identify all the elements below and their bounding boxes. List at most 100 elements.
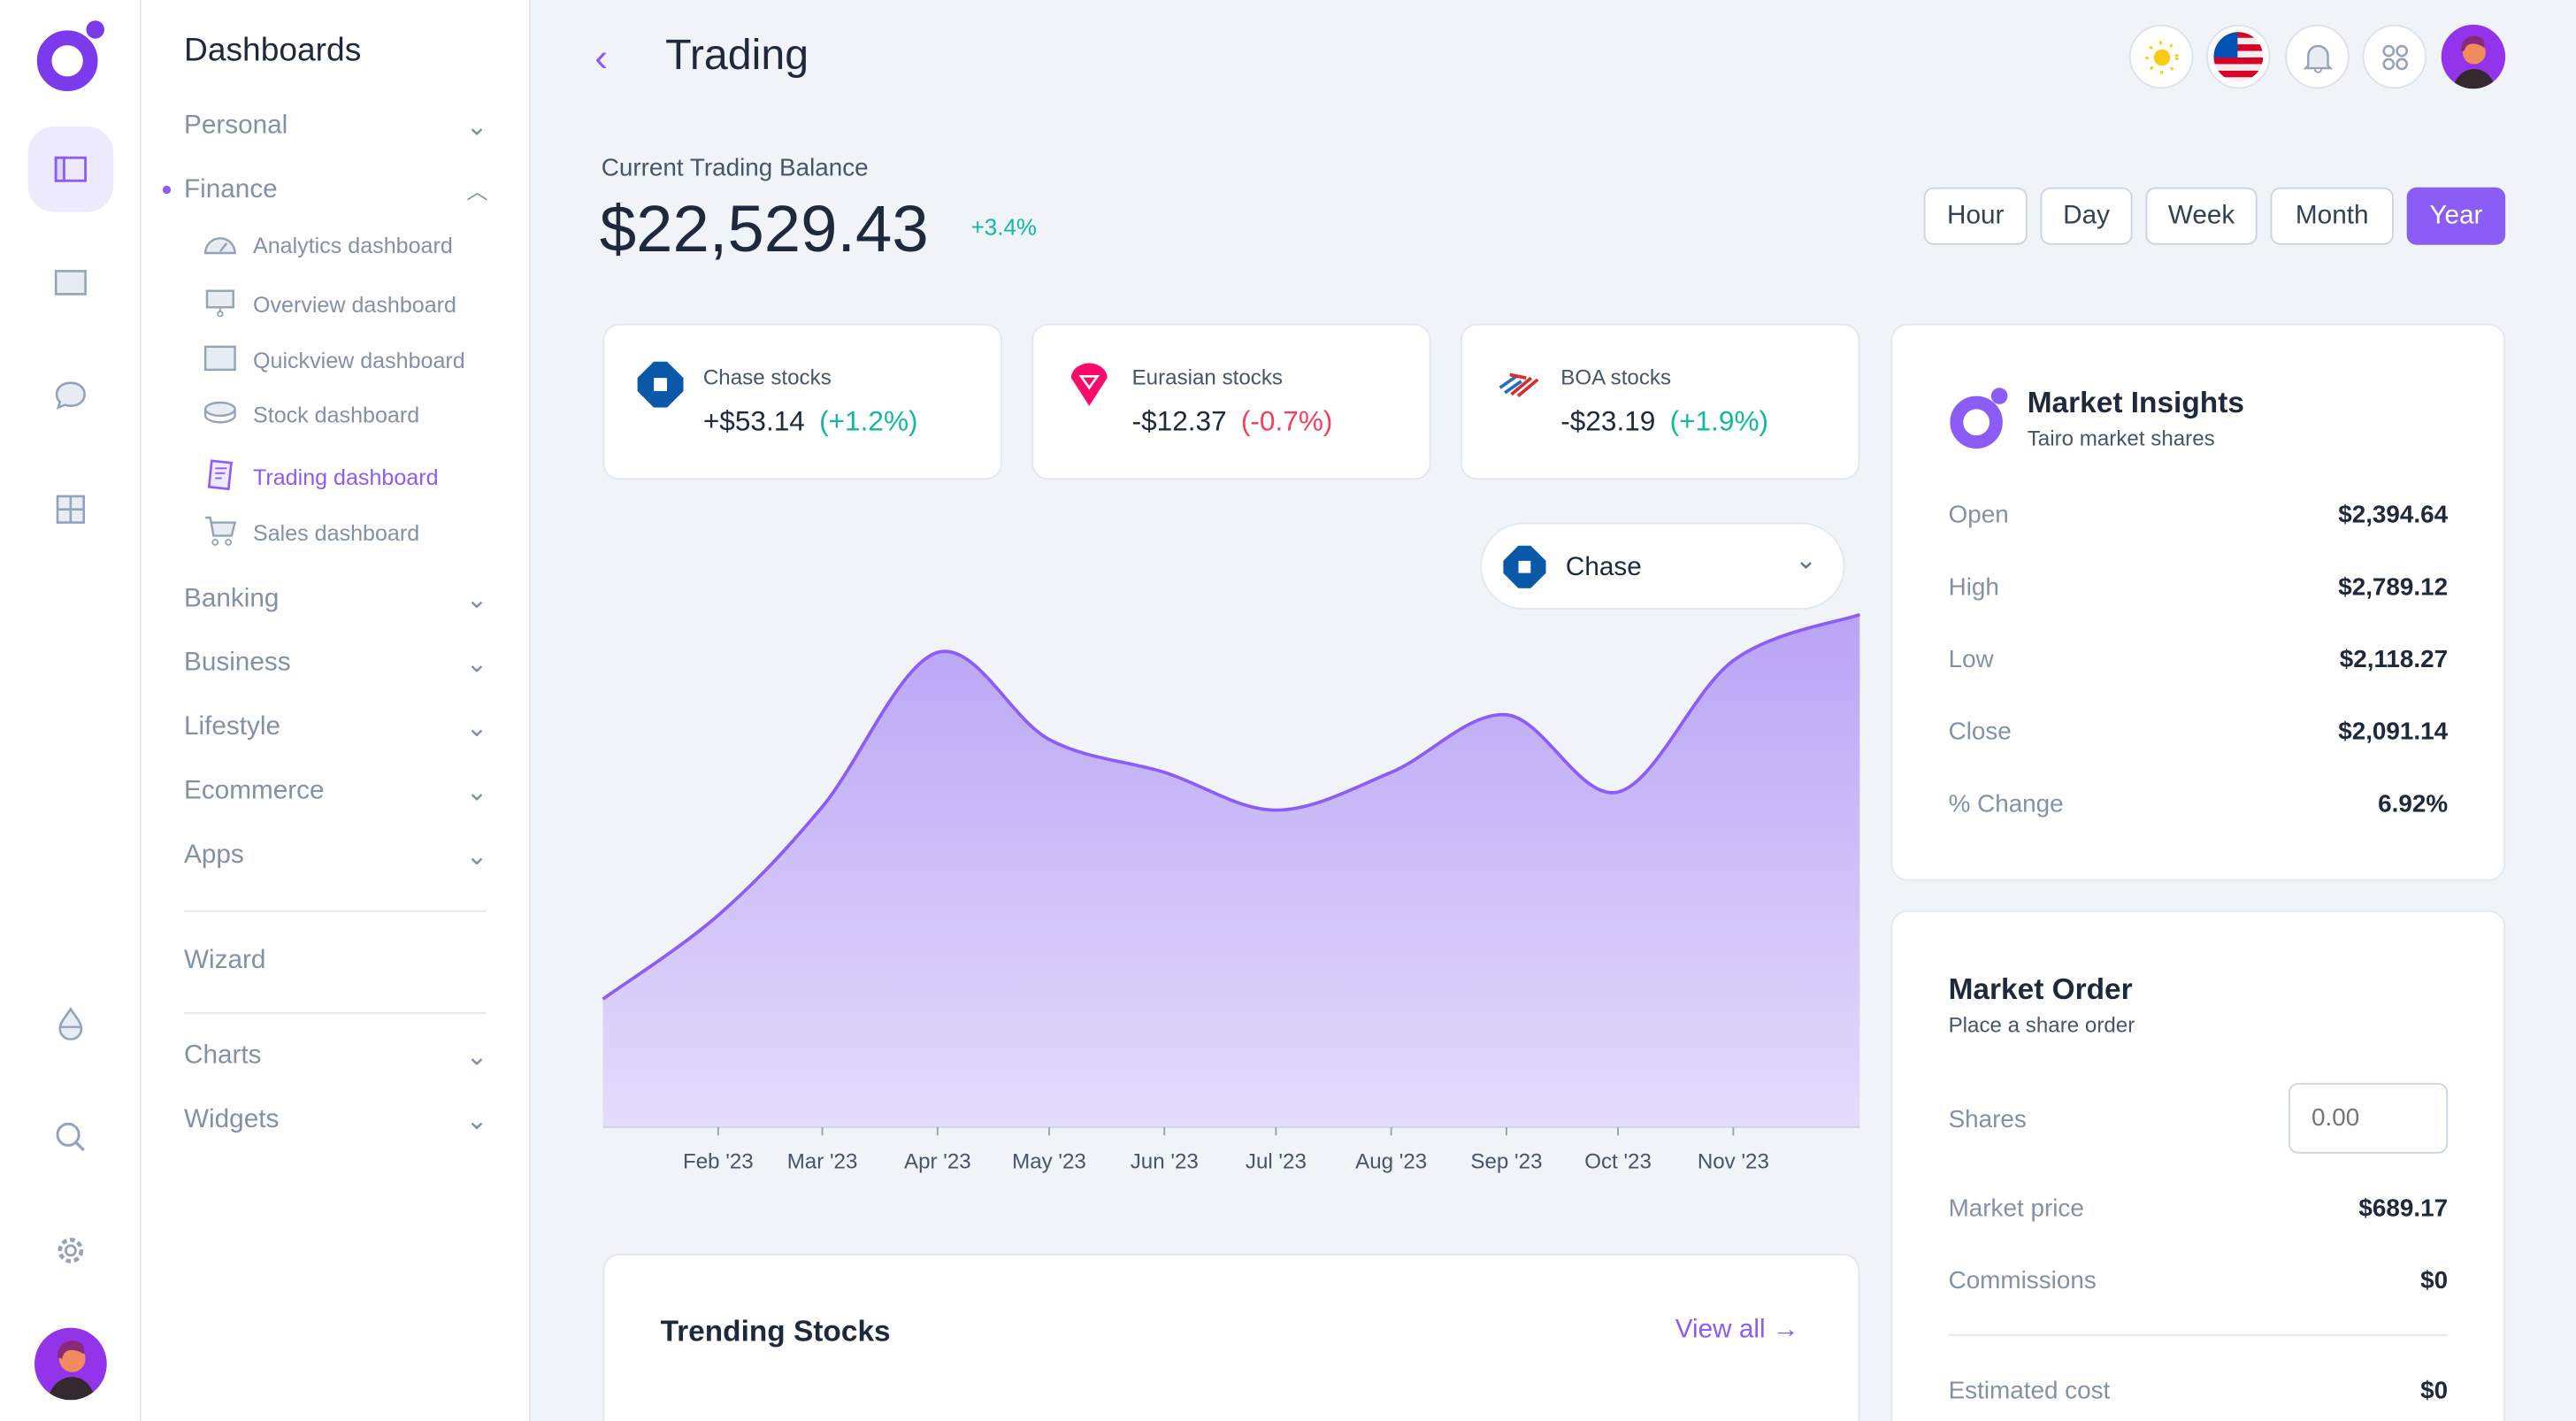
trending-title: Trending Stocks	[660, 1314, 891, 1348]
gear-icon[interactable]	[28, 1208, 114, 1294]
menu-group-widgets[interactable]: Widgets ⌄	[184, 1104, 488, 1137]
x-tick-label: Aug '23	[1355, 1149, 1427, 1173]
x-tick-label: Apr '23	[904, 1149, 971, 1173]
coins-icon	[203, 401, 236, 429]
menu-item-sales[interactable]: Sales dashboard	[203, 514, 419, 552]
apps-icon[interactable]	[2362, 24, 2427, 89]
insight-row: Open $2,394.64	[1948, 501, 2449, 530]
window-icon[interactable]	[28, 240, 114, 326]
view-all-label: View all	[1675, 1316, 1766, 1345]
item-label: Quickview dashboard	[253, 348, 465, 373]
x-tick-label: Mar '23	[787, 1149, 858, 1173]
shares-label: Shares	[1948, 1105, 2027, 1134]
menu-group-banking[interactable]: Banking ⌄	[184, 583, 488, 616]
balance-change: +3.4%	[970, 213, 1038, 241]
order-subtitle: Place a share order	[1948, 1012, 2135, 1037]
item-label: Overview dashboard	[253, 292, 456, 318]
menu-item-quickview[interactable]: Quickview dashboard	[203, 345, 465, 376]
group-label: Ecommerce	[184, 777, 325, 806]
period-week-button[interactable]: Week	[2145, 187, 2258, 245]
menu-group-apps[interactable]: Apps ⌄	[184, 840, 488, 872]
droplet-icon[interactable]	[28, 981, 114, 1067]
speedometer-icon	[203, 232, 236, 260]
menu-item-trading[interactable]: Trading dashboard	[203, 458, 439, 496]
chevron-down-icon: ⌄	[465, 842, 488, 872]
stock-change: (-0.7%)	[1240, 405, 1333, 438]
group-label: Personal	[184, 111, 288, 140]
menu-group-finance[interactable]: Finance ︿	[184, 174, 488, 205]
chevron-down-icon: ⌄	[1795, 547, 1818, 576]
series-line	[602, 612, 1860, 1001]
chevron-down-icon: ⌄	[465, 650, 488, 680]
menu-title: Dashboards	[184, 33, 362, 70]
chevron-down-icon: ⌄	[465, 1107, 488, 1136]
avatar[interactable]	[34, 1327, 107, 1401]
back-button[interactable]: ‹	[594, 35, 609, 81]
x-tick-label: Jun '23	[1131, 1149, 1199, 1173]
active-dot	[162, 185, 172, 195]
period-day-button[interactable]: Day	[2040, 187, 2133, 245]
menu-item-analytics[interactable]: Analytics dashboard	[203, 232, 453, 260]
chevron-down-icon: ⌄	[465, 587, 488, 615]
period-year-button[interactable]: Year	[2406, 187, 2506, 245]
insight-row: Low $2,118.27	[1948, 645, 2449, 674]
stock-card-eurasian[interactable]: Eurasian stocks -$12.37 (-0.7%)	[1031, 323, 1431, 480]
group-label: Widgets	[184, 1105, 280, 1134]
bell-icon[interactable]	[2285, 24, 2350, 89]
stock-value: +$53.14	[702, 405, 805, 438]
chat-bubble-icon[interactable]	[28, 353, 114, 439]
market-insights-card: Market Insights Tairo market shares Open…	[1890, 323, 2506, 881]
chase-logo-icon	[1503, 545, 1546, 588]
order-title: Market Order	[1948, 972, 2133, 1006]
logo-icon[interactable]	[36, 19, 109, 92]
x-tick-label: Jul '23	[1246, 1149, 1307, 1173]
menu-group-ecommerce[interactable]: Ecommerce ⌄	[184, 776, 488, 809]
x-tick-label: Sep '23	[1470, 1149, 1542, 1173]
page-title: Trading	[665, 29, 809, 80]
shares-input[interactable]	[2288, 1082, 2449, 1154]
presentation-icon	[203, 288, 236, 322]
order-row: Market price $689.17	[1948, 1194, 2449, 1223]
period-month-button[interactable]: Month	[2270, 187, 2394, 245]
insights-subtitle: Tairo market shares	[2027, 426, 2215, 450]
wizard-label: Wizard	[184, 946, 266, 975]
group-label: Business	[184, 649, 291, 678]
stock-value: -$23.19	[1560, 405, 1656, 438]
grid-icon[interactable]	[28, 466, 114, 552]
insights-title: Market Insights	[2027, 386, 2244, 419]
menu-group-business[interactable]: Business ⌄	[184, 648, 488, 680]
us-flag-icon[interactable]	[2206, 24, 2271, 89]
period-hour-button[interactable]: Hour	[1923, 187, 2028, 245]
menu-item-overview[interactable]: Overview dashboard	[203, 288, 456, 322]
sun-icon[interactable]	[2128, 24, 2194, 89]
stock-change: (+1.9%)	[1669, 405, 1769, 438]
chase-logo-icon	[637, 361, 684, 408]
group-label: Banking	[184, 585, 280, 613]
tairo-logo-icon	[1950, 388, 2008, 449]
dashboards-menu: Dashboards Personal ⌄ Finance ︿ Analytics …	[141, 0, 531, 1421]
item-label: Trading dashboard	[253, 465, 439, 490]
stock-name: Chase stocks	[702, 365, 832, 390]
balance-label: Current Trading Balance	[601, 154, 869, 183]
insight-row: Close $2,091.14	[1948, 718, 2449, 747]
menu-group-charts[interactable]: Charts ⌄	[184, 1041, 488, 1073]
stock-card-chase[interactable]: Chase stocks +$53.14 (+1.2%)	[602, 323, 1002, 480]
icon-rail	[0, 0, 142, 1421]
item-label: Sales dashboard	[253, 520, 420, 546]
menu-group-lifestyle[interactable]: Lifestyle ⌄	[184, 711, 488, 744]
menu-item-stock[interactable]: Stock dashboard	[203, 401, 419, 429]
avatar[interactable]	[2441, 24, 2506, 89]
divider	[184, 910, 487, 912]
view-all-link[interactable]: View all →	[1675, 1317, 1799, 1346]
menu-group-personal[interactable]: Personal ⌄	[184, 110, 488, 142]
divider	[184, 1012, 487, 1014]
stock-selector[interactable]: Chase ⌄	[1480, 522, 1845, 611]
stock-card-boa[interactable]: BOA stocks -$23.19 (+1.9%)	[1460, 323, 1860, 480]
group-label: Lifestyle	[184, 713, 281, 741]
menu-item-wizard[interactable]: Wizard	[184, 947, 488, 976]
search-icon[interactable]	[28, 1095, 114, 1180]
balance-value: $22,529.43	[599, 194, 929, 266]
stock-value: -$12.37	[1131, 405, 1227, 438]
layout-sidebar-icon[interactable]	[27, 127, 114, 212]
